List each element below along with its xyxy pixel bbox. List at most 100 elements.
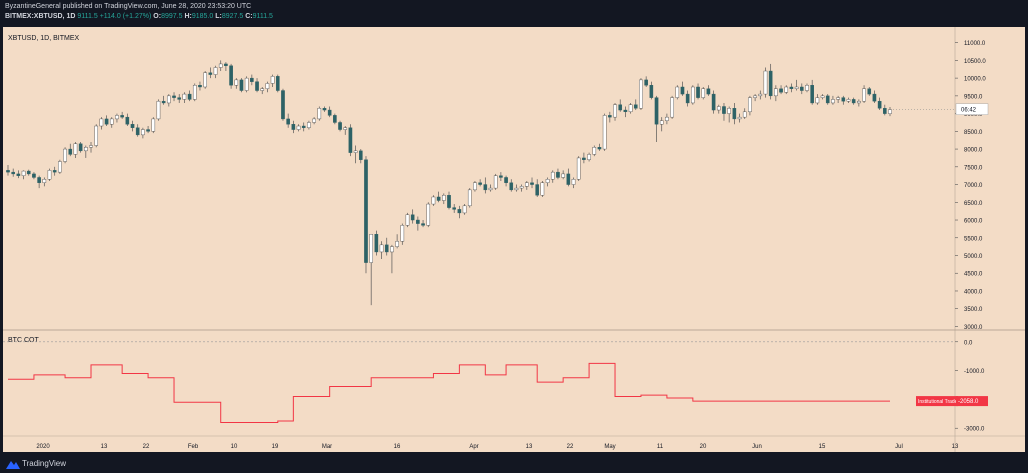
bearish-candle [37,177,41,183]
bearish-candle [358,150,363,160]
bullish-candle [156,100,161,120]
cot-tick-label: -3000.0 [964,427,985,433]
bearish-candle [120,115,124,118]
bearish-candle [286,118,290,125]
bearish-candle [649,85,654,98]
bullish-candle [820,95,825,98]
chart-background [3,27,1025,452]
bearish-candle [696,86,700,98]
bearish-candle [348,127,353,153]
bearish-candle [172,95,176,98]
open-label: O: [153,13,162,20]
bullish-candle [109,118,114,125]
time-tick-label: Jun [752,444,762,450]
bearish-candle [711,93,716,111]
bullish-candle [639,79,643,109]
bullish-candle [742,111,747,118]
bullish-candle [21,170,26,176]
bullish-candle [670,97,674,118]
bullish-candle [244,77,249,91]
bullish-candle [182,93,187,100]
bullish-candle [390,246,394,253]
bearish-candle [6,170,10,173]
bearish-candle [187,93,192,100]
price-tick-label: 7000.0 [964,183,983,189]
price-tick-label: 5000.0 [964,254,983,260]
bearish-candle [16,173,21,176]
bullish-candle [312,118,316,123]
bullish-candle [519,186,524,189]
bullish-candle [628,104,633,113]
bearish-candle [582,157,586,160]
bullish-candle [405,214,410,226]
bullish-candle [784,86,789,93]
bullish-candle [862,88,866,102]
bullish-candle [774,88,778,97]
bullish-candle [218,63,223,68]
bearish-candle [384,244,389,253]
price-tick-label: 11000.0 [964,41,986,47]
bullish-candle [727,108,731,114]
bearish-candle [535,184,540,196]
bearish-candle [623,109,628,113]
bullish-candle [753,95,757,98]
bearish-candle [364,159,368,263]
bullish-candle [836,97,840,100]
bullish-candle [317,108,322,120]
bearish-candle [322,108,327,111]
chart-canvas[interactable]: XBTUSD, 1D, BITMEX BTC COT 11000.0 10500.… [0,24,1028,455]
bearish-candle [867,88,872,95]
bullish-candle [265,83,270,89]
bearish-candle [799,86,804,91]
series-name-label: Institutional Trader Net [918,399,969,405]
open-value: 8997.5 [161,13,183,20]
bullish-candle [592,147,597,155]
bullish-candle [550,171,555,180]
price-tick-label: 10500.0 [964,59,986,65]
institutional-trader-net-line [8,362,890,423]
series-value-badge [956,396,988,407]
bearish-candle [436,196,441,201]
bearish-candle [374,234,379,253]
bearish-candle [633,104,638,109]
bullish-candle [467,189,472,207]
time-tick-label: 13 [101,444,108,450]
bearish-candle [125,116,130,125]
bearish-candle [597,147,602,150]
bearish-candle [457,209,462,214]
bullish-candle [462,205,467,214]
bearish-candle [452,207,456,210]
bullish-candle [857,100,861,104]
time-tick-label: 13 [526,444,533,450]
bullish-candle [343,127,348,130]
price-tick-label: 3000.0 [964,325,983,331]
bearish-candle [825,95,830,104]
bearish-candle [281,90,285,120]
bearish-candle [841,97,846,102]
bullish-candle [58,161,62,173]
cot-tick-label: -1000.0 [964,369,985,375]
bullish-candle [561,173,565,178]
bearish-candle [556,171,560,178]
time-tick-label: Jul [895,444,903,450]
bearish-candle [722,106,726,114]
bullish-candle [260,88,265,91]
price-tick-label: 9500.0 [964,94,983,100]
symbol-ohlc-line: BITMEX:XBTUSD, 1D 9111.5 +114.0 (+1.27%)… [5,12,273,21]
price-tick-label: 3500.0 [964,307,983,313]
price-change: +114.0 (+1.27%) [99,13,152,20]
bullish-candle [400,225,405,242]
bearish-candle [78,143,83,152]
bullish-candle [576,157,581,180]
bearish-candle [26,170,31,175]
bearish-candle [789,86,794,89]
low-value: 8927.5 [221,13,244,20]
bearish-candle [566,173,571,185]
bullish-candle [192,85,197,100]
bearish-candle [706,88,711,95]
bearish-candle [768,70,773,97]
bearish-candle [883,108,887,114]
price-axis: 11000.0 10500.0 10000.0 9500.0 9000.0 8500.0 8… [3,27,1025,452]
bearish-candle [416,219,420,224]
close-value: 9111.5 [252,13,273,20]
